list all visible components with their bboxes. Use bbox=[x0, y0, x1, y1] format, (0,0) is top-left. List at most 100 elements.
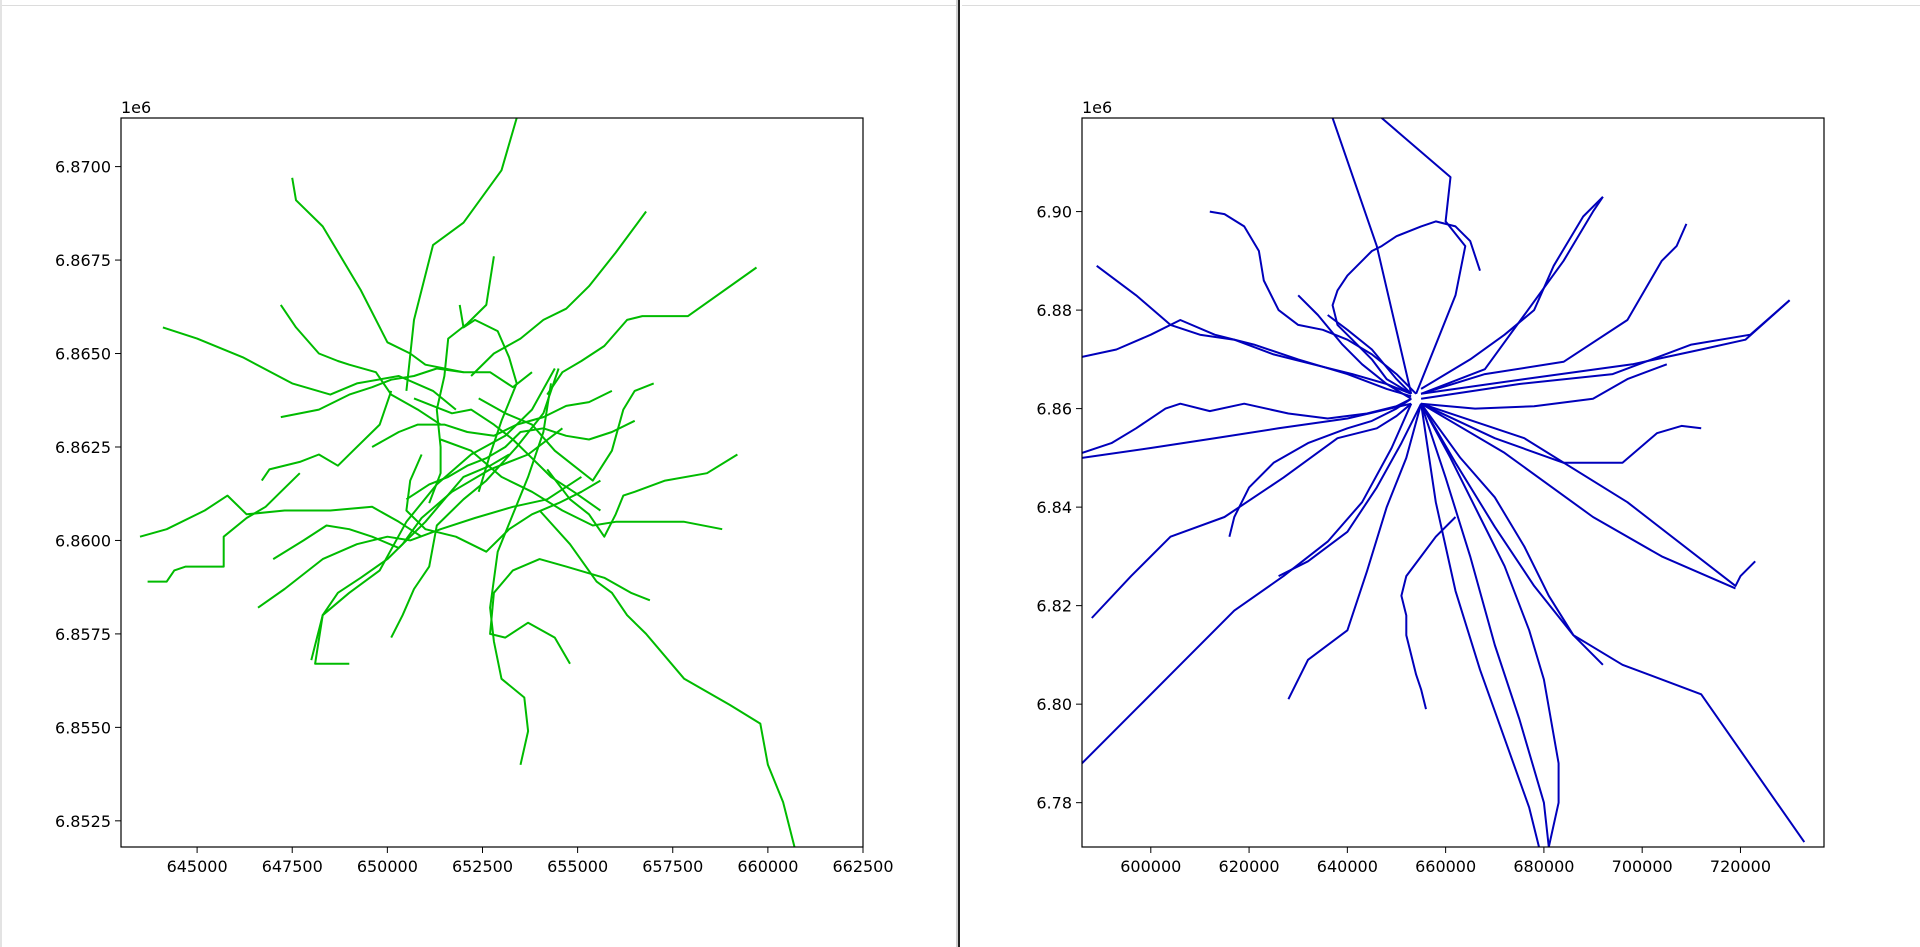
right-y-offset-text: 1e6 bbox=[1082, 98, 1112, 117]
right-series-rail-30 bbox=[1331, 220, 1481, 395]
right-y-tick-label: 6.88 bbox=[1036, 301, 1072, 320]
left-y-tick-label: 6.8600 bbox=[55, 531, 111, 550]
right-series-rail-16 bbox=[1420, 403, 1560, 847]
right-plot-background bbox=[1082, 118, 1824, 847]
left-x-tick-label: 647500 bbox=[262, 857, 323, 876]
left-series-line-23 bbox=[458, 304, 518, 493]
left-plot-frame bbox=[120, 117, 864, 848]
left-x-tick-label: 655000 bbox=[547, 857, 608, 876]
left-series-line-22 bbox=[428, 256, 495, 504]
left-series-line-3 bbox=[470, 210, 647, 377]
right-y-tick-label: 6.90 bbox=[1036, 203, 1072, 222]
left-x-tick-label: 657500 bbox=[642, 857, 703, 876]
right-series-rail-25 bbox=[1420, 196, 1604, 390]
right-series-rail-17 bbox=[1420, 403, 1806, 843]
right-series-rail-14 bbox=[1420, 403, 1550, 847]
left-y-tick-label: 6.8525 bbox=[55, 812, 111, 831]
left-series-line-5 bbox=[162, 326, 457, 411]
window-divider-line bbox=[958, 0, 960, 947]
left-plot-background bbox=[121, 118, 863, 847]
left-series-line-26 bbox=[371, 390, 613, 448]
right-series-rail-26 bbox=[1420, 196, 1604, 395]
right-series-rail-1 bbox=[1331, 118, 1413, 395]
left-y-offset-text: 1e6 bbox=[121, 98, 151, 117]
left-y-tick-label: 6.8650 bbox=[55, 345, 111, 364]
left-series-line-16 bbox=[546, 453, 738, 538]
right-series-rail-19 bbox=[1420, 402, 1736, 590]
left-series-line-8 bbox=[147, 472, 301, 583]
right-x-tick-label: 720000 bbox=[1710, 857, 1771, 876]
right-series-rail-7 bbox=[1082, 397, 1412, 454]
right-x-tick-label: 700000 bbox=[1612, 857, 1673, 876]
right-y-axis: 6.78 6.80 6.82 6.84 6.86 6.88 6.90 bbox=[1036, 203, 1082, 813]
window-divider-shade bbox=[956, 0, 958, 947]
right-y-tick-label: 6.80 bbox=[1036, 695, 1072, 714]
right-y-tick-label: 6.78 bbox=[1036, 794, 1072, 813]
right-series-rail-12 bbox=[1287, 403, 1423, 700]
left-series-line-13 bbox=[489, 383, 552, 766]
right-x-tick-label: 660000 bbox=[1415, 857, 1476, 876]
left-series-layer bbox=[139, 118, 796, 847]
left-series-line-4 bbox=[546, 266, 758, 396]
right-series-rail-28 bbox=[1327, 314, 1412, 395]
left-series-line-27 bbox=[413, 397, 601, 512]
left-series-line-2 bbox=[291, 177, 464, 374]
left-y-tick-label: 6.8675 bbox=[55, 251, 111, 270]
left-series-line-7 bbox=[139, 494, 423, 538]
right-series-rail-24 bbox=[1420, 299, 1791, 400]
right-series-rail-20 bbox=[1420, 402, 1756, 587]
right-series-layer bbox=[1082, 118, 1806, 847]
right-y-tick-label: 6.86 bbox=[1036, 400, 1072, 419]
window-divider[interactable] bbox=[956, 0, 962, 947]
left-x-tick-label: 645000 bbox=[167, 857, 228, 876]
right-series-rail-15 bbox=[1420, 403, 1540, 847]
right-x-tick-label: 680000 bbox=[1513, 857, 1574, 876]
left-series-line-1 bbox=[405, 118, 518, 392]
left-x-tick-label: 652500 bbox=[452, 857, 513, 876]
right-y-tick-label: 6.82 bbox=[1036, 597, 1072, 616]
right-series-rail-11 bbox=[1278, 403, 1422, 577]
right-y-tick-label: 6.84 bbox=[1036, 498, 1072, 517]
left-x-tick-label: 662500 bbox=[832, 857, 893, 876]
left-x-axis: 645000 647500 650000 652500 655000 657500 6600… bbox=[167, 847, 894, 876]
right-series-rail-6 bbox=[1082, 402, 1412, 459]
left-y-tick-label: 6.8550 bbox=[55, 718, 111, 737]
left-series-line-14 bbox=[489, 558, 651, 665]
left-series-line-20 bbox=[280, 367, 533, 419]
left-y-tick-label: 6.8575 bbox=[55, 625, 111, 644]
left-x-tick-label: 650000 bbox=[357, 857, 418, 876]
right-x-tick-label: 600000 bbox=[1120, 857, 1181, 876]
right-series-rail-22 bbox=[1421, 363, 1668, 410]
left-series-line-6 bbox=[279, 304, 442, 426]
right-series-rail-9 bbox=[1228, 397, 1412, 537]
right-series-rail-8 bbox=[1091, 402, 1412, 619]
left-y-tick-label: 6.8700 bbox=[55, 158, 111, 177]
left-series-line-15 bbox=[538, 509, 796, 847]
window-left-border bbox=[0, 0, 2, 947]
right-series-rail-27 bbox=[1420, 223, 1688, 395]
left-series-line-24 bbox=[260, 390, 393, 482]
left-chart: 645000 647500 650000 652500 655000 657500 6600… bbox=[55, 98, 894, 876]
right-series-rail-21 bbox=[1420, 402, 1702, 464]
right-series-rail-3 bbox=[1209, 210, 1417, 395]
left-series-line-25 bbox=[405, 454, 601, 553]
right-plot-frame bbox=[1081, 117, 1825, 848]
right-series-rail-4 bbox=[1096, 264, 1412, 395]
left-series-line-18 bbox=[478, 382, 655, 482]
left-y-tick-label: 6.8625 bbox=[55, 438, 111, 457]
left-series-line-11 bbox=[314, 368, 556, 665]
right-series-rail-2 bbox=[1381, 118, 1467, 395]
right-series-rail-18 bbox=[1420, 403, 1604, 666]
right-x-tick-label: 620000 bbox=[1219, 857, 1280, 876]
left-series-line-21 bbox=[272, 453, 510, 560]
right-x-tick-label: 640000 bbox=[1317, 857, 1378, 876]
left-series-line-9 bbox=[257, 476, 582, 609]
right-chart: 600000 620000 640000 660000 680000 700000 7200… bbox=[1036, 98, 1825, 876]
right-x-axis: 600000 620000 640000 660000 680000 700000 7200… bbox=[1120, 847, 1771, 876]
right-series-rail-29 bbox=[1297, 294, 1412, 400]
left-x-tick-label: 660000 bbox=[737, 857, 798, 876]
right-series-rail-13 bbox=[1400, 516, 1457, 710]
right-series-rail-10 bbox=[1082, 403, 1413, 765]
right-series-rail-5 bbox=[1082, 319, 1412, 398]
left-y-axis: 6.8525 6.8550 6.8575 6.8600 6.8625 6.8650 6.86… bbox=[55, 158, 121, 831]
